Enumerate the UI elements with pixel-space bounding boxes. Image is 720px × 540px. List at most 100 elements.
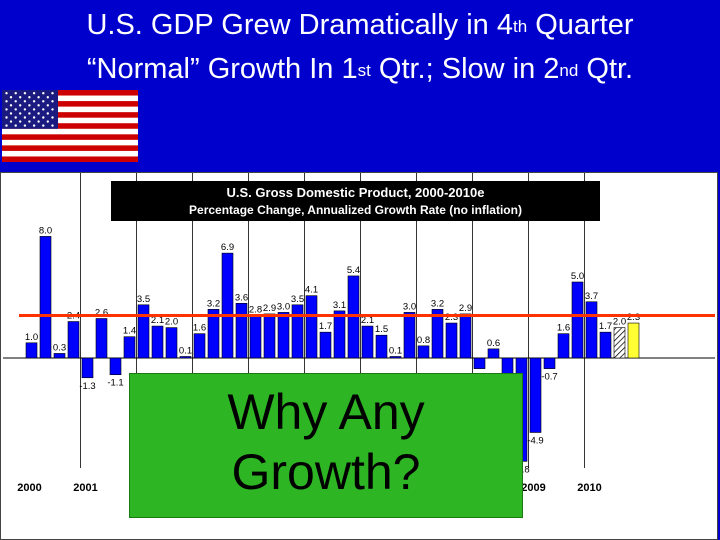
title-line-2-sup-1: st [357, 61, 371, 80]
bar-value-label: -4.9 [527, 435, 543, 446]
chart-header: U.S. Gross Domestic Product, 2000-2010e … [111, 181, 600, 221]
bar-value-label: -0.7 [541, 372, 557, 383]
gdp-bar [487, 348, 500, 359]
bar-value-label: 3.2 [207, 298, 220, 309]
bar-value-label: 3.1 [333, 300, 346, 311]
gdp-bar [333, 310, 346, 359]
gdp-bar [137, 304, 150, 359]
bar-value-label: 6.9 [221, 242, 234, 253]
title-line-1-text: U.S. GDP Grew Dramatically in 4 [86, 9, 513, 41]
bar-value-label: 8.0 [39, 225, 52, 236]
gdp-bar [599, 331, 612, 359]
gdp-bar [39, 236, 52, 359]
gdp-bar [347, 275, 360, 359]
callout-line-1: Why Any [227, 384, 425, 440]
gdp-bar [571, 281, 584, 359]
year-tick-label: 2009 [521, 482, 545, 494]
gdp-bar [389, 356, 402, 359]
gdp-bar [627, 322, 640, 359]
bar-value-label: -1.1 [107, 378, 123, 389]
title-line-2-b: Qtr.; Slow in 2 [370, 53, 560, 85]
gdp-bar [151, 325, 164, 359]
bar-value-label: 0.1 [179, 345, 192, 356]
gdp-bar [263, 313, 276, 359]
bar-value-label: 2.1 [361, 315, 374, 326]
gdp-bar [459, 313, 472, 359]
gdp-bar [473, 357, 486, 369]
gdp-bar [53, 353, 66, 359]
bar-value-label: 4.1 [305, 285, 318, 296]
year-tick-label: 2001 [73, 482, 97, 494]
gdp-bar [221, 252, 234, 359]
bar-value-label: 2.9 [459, 303, 472, 314]
gdp-bar [25, 342, 38, 359]
slide-title-line-2: “Normal” Growth In 1st Qtr.; Slow in 2nd… [0, 52, 720, 86]
bar-value-label: 5.4 [347, 265, 360, 276]
gdp-bar [95, 318, 108, 359]
bar-value-label: 2.1 [151, 315, 164, 326]
gdp-bar [123, 336, 136, 359]
chart-title: U.S. Gross Domestic Product, 2000-2010e [226, 185, 485, 200]
bar-value-label: 0.6 [487, 338, 500, 349]
gdp-bar [543, 357, 556, 369]
gdp-bar [431, 309, 444, 359]
bar-value-label: 2.8 [249, 304, 262, 315]
bar-value-label: 2.3 [627, 312, 640, 323]
gdp-bar [165, 327, 178, 359]
gdp-bar [277, 312, 290, 359]
bar-value-label: 1.7 [319, 321, 332, 332]
gdp-bar [305, 295, 318, 359]
bar-value-label: 3.7 [585, 291, 598, 302]
bar-value-label: 5.0 [571, 271, 584, 282]
gdp-bar [417, 345, 430, 359]
gdp-bar [109, 357, 122, 376]
gdp-bar [585, 301, 598, 359]
slide-title-line-1: U.S. GDP Grew Dramatically in 4th Quarte… [0, 8, 720, 42]
bar-value-label: 3.2 [431, 298, 444, 309]
title-line-2-end: Qtr. [578, 53, 634, 85]
gdp-bar [81, 357, 94, 379]
bar-value-label: 2.9 [263, 303, 276, 314]
bar-value-label: 3.5 [137, 294, 150, 305]
callout-text: Why Any Growth? [130, 382, 522, 502]
chart-subtitle: Percentage Change, Annualized Growth Rat… [189, 203, 522, 217]
callout-line-2: Growth? [231, 444, 421, 500]
title-line-1-end: Quarter [527, 9, 634, 41]
year-tick-label: 2010 [577, 482, 601, 494]
bar-value-label: 1.6 [193, 323, 206, 334]
bar-value-label: 0.3 [53, 342, 66, 353]
gdp-bar [361, 325, 374, 359]
year-tick-label: 2000 [17, 482, 41, 494]
gdp-bar [613, 327, 626, 359]
bar-value-label: 2.3 [445, 312, 458, 323]
gdp-bar [375, 334, 388, 359]
gdp-bar [193, 333, 206, 359]
bar-value-label: 3.0 [403, 301, 416, 312]
bar-value-label: 1.0 [25, 332, 38, 343]
title-line-1-sup: th [512, 17, 528, 36]
bar-value-label: 1.4 [123, 326, 136, 337]
bar-value-label: 2.0 [165, 317, 178, 328]
title-line-2-a: “Normal” Growth In 1 [86, 53, 358, 85]
bar-value-label: 0.1 [389, 345, 402, 356]
gdp-bar [529, 357, 542, 433]
bar-value-label: 3.0 [277, 301, 290, 312]
bar-value-label: 0.8 [417, 335, 430, 346]
us-flag-icon [2, 90, 138, 162]
title-line-2-sup-2: nd [559, 61, 579, 80]
gdp-bar [319, 331, 332, 359]
bar-value-label: 2.0 [613, 317, 626, 328]
gdp-bar [207, 309, 220, 359]
gdp-bar [403, 312, 416, 359]
why-any-growth-callout: Why Any Growth? [129, 373, 523, 518]
gdp-bar [557, 333, 570, 359]
bar-value-label: 1.7 [599, 321, 612, 332]
gdp-bar [235, 302, 248, 359]
bar-value-label: 1.5 [375, 324, 388, 335]
bar-value-label: 2.6 [95, 307, 108, 318]
bar-value-label: 3.6 [235, 292, 248, 303]
gdp-bar [291, 304, 304, 359]
gdp-bar [67, 321, 80, 359]
bar-value-label: -1.3 [79, 381, 95, 392]
gdp-bar [445, 322, 458, 359]
